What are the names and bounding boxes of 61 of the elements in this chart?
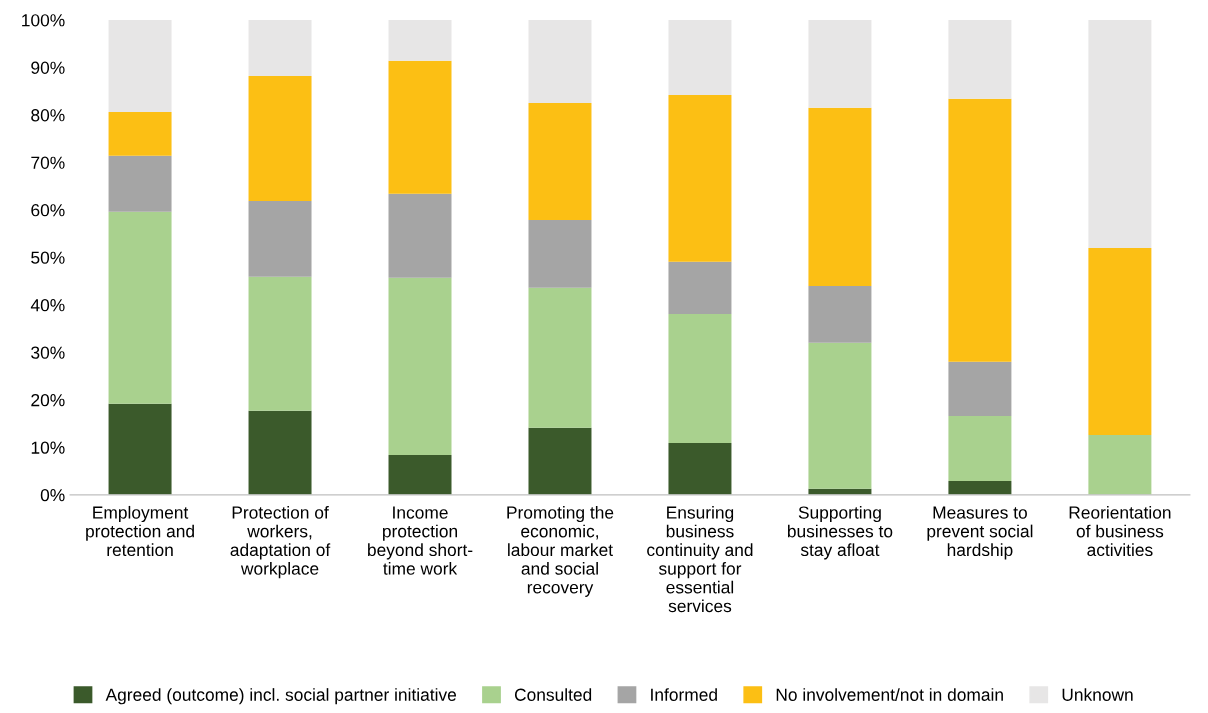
y-tick-label: 60% — [31, 204, 65, 217]
bar — [388, 193, 452, 278]
bar — [108, 211, 172, 404]
legend-label: No involvement/not in domain — [776, 688, 1003, 701]
y-tick-label: 80% — [31, 109, 65, 122]
bar — [388, 277, 452, 455]
bar — [948, 98, 1012, 362]
bar — [248, 19, 312, 76]
legend-label: Unknown — [1062, 688, 1133, 701]
x-tick-label: Ensuring business continuity and support for essential services — [647, 505, 753, 613]
bar — [528, 427, 592, 495]
bar — [668, 94, 732, 262]
bar — [248, 410, 312, 495]
bar — [528, 219, 592, 288]
y-tick-label: 20% — [31, 394, 65, 407]
bar — [248, 276, 312, 411]
legend-label: Informed — [651, 688, 717, 701]
y-tick-label: 100% — [22, 14, 65, 27]
bar — [388, 19, 452, 61]
bar — [528, 103, 592, 220]
bar — [108, 403, 172, 495]
bar — [948, 416, 1012, 482]
bar — [808, 285, 872, 343]
bar — [528, 287, 592, 428]
bar — [1088, 247, 1152, 435]
x-tick-label: Protection of workers, adaptation of workplace — [230, 505, 331, 579]
bar — [668, 19, 732, 95]
bar — [948, 361, 1012, 416]
y-tick-label: 90% — [31, 61, 65, 74]
bar — [808, 342, 872, 489]
x-tick-label: Supporting businesses to stay afloat — [787, 505, 893, 560]
bar — [1088, 19, 1152, 248]
bar — [948, 481, 1012, 495]
y-tick-label: 40% — [30, 299, 65, 312]
bar — [668, 261, 732, 314]
bar — [108, 155, 172, 212]
legend-label: Consulted — [514, 688, 592, 701]
x-tick-label: Reorientation of business activities — [1069, 505, 1171, 557]
bar — [108, 19, 172, 113]
bar — [388, 60, 452, 194]
bar — [248, 76, 312, 201]
bar — [948, 19, 1012, 99]
x-tick-label: Promoting the economic, labour market and social recovery — [507, 505, 614, 597]
bar — [668, 313, 732, 444]
bar — [1088, 434, 1152, 495]
bar — [388, 454, 452, 495]
y-tick-label: 70% — [31, 156, 65, 169]
y-tick-label: 30% — [31, 346, 65, 359]
y-tick-label: 50% — [31, 251, 65, 264]
y-tick-label: 0% — [40, 488, 65, 502]
x-tick-label: Employment protection and retention — [86, 505, 194, 557]
x-tick-label: Measures to prevent social hardship — [927, 506, 1033, 560]
bar — [808, 107, 872, 286]
bar — [528, 19, 592, 104]
bar — [668, 443, 732, 495]
legend-label: Agreed (outcome) incl. social partner initiative — [105, 688, 457, 705]
bar — [808, 19, 872, 108]
bar — [108, 112, 172, 156]
y-tick-label: 10% — [31, 441, 65, 454]
x-tick-label: Income protection beyond short- time work — [368, 506, 473, 575]
bar — [248, 200, 312, 277]
